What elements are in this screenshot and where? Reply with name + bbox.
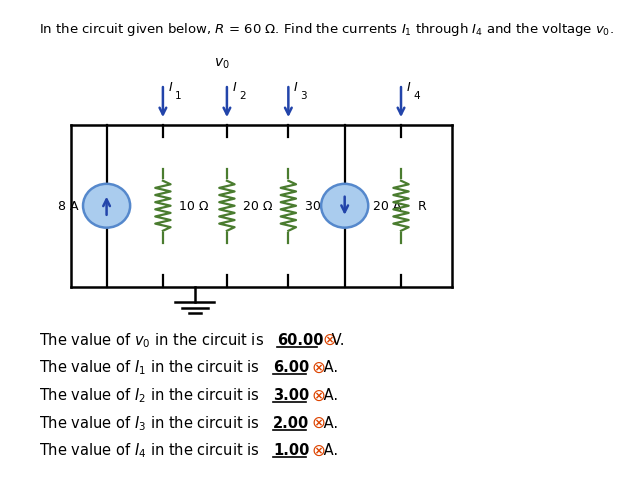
Text: ⊗: ⊗ (311, 358, 325, 376)
Text: ⊗: ⊗ (322, 331, 336, 348)
Text: A.: A. (319, 442, 338, 457)
Text: R: R (417, 200, 426, 213)
Text: A.: A. (319, 387, 338, 402)
Text: ⊗: ⊗ (311, 441, 325, 459)
Text: 2: 2 (239, 91, 246, 101)
Text: 3: 3 (301, 91, 307, 101)
Text: $I$: $I$ (406, 81, 411, 94)
Text: 8 A: 8 A (58, 200, 78, 213)
Circle shape (321, 184, 368, 228)
Text: 20 A: 20 A (373, 200, 401, 213)
Text: The value of $I_4$ in the circuit is: The value of $I_4$ in the circuit is (39, 440, 260, 459)
Text: $I$: $I$ (232, 81, 237, 94)
Text: ⊗: ⊗ (311, 386, 325, 404)
Text: 6.00: 6.00 (273, 360, 310, 375)
Text: ⊗: ⊗ (311, 413, 325, 431)
Text: 30 Ω: 30 Ω (305, 200, 335, 213)
Text: 4: 4 (413, 91, 420, 101)
Text: 3.00: 3.00 (273, 387, 310, 402)
Text: The value of $I_2$ in the circuit is: The value of $I_2$ in the circuit is (39, 385, 260, 404)
Text: 60.00: 60.00 (277, 332, 323, 347)
Text: $v_0$: $v_0$ (214, 56, 230, 71)
Text: 2.00: 2.00 (273, 415, 310, 430)
Text: The value of $v_0$ in the circuit is: The value of $v_0$ in the circuit is (39, 330, 265, 349)
Text: The value of $I_3$ in the circuit is: The value of $I_3$ in the circuit is (39, 413, 260, 432)
Circle shape (83, 184, 130, 228)
Text: In the circuit given below, $R$ = 60 $\Omega$. Find the currents $I_1$ through $: In the circuit given below, $R$ = 60 $\O… (39, 21, 614, 38)
Text: $I$: $I$ (293, 81, 299, 94)
Text: 1.00: 1.00 (273, 442, 310, 457)
Text: A.: A. (319, 360, 338, 375)
Text: 1: 1 (175, 91, 182, 101)
Text: A.: A. (319, 415, 338, 430)
Text: $I$: $I$ (168, 81, 174, 94)
Text: The value of $I_1$ in the circuit is: The value of $I_1$ in the circuit is (39, 358, 260, 377)
Text: 20 Ω: 20 Ω (244, 200, 273, 213)
Text: V.: V. (328, 332, 345, 347)
Text: 10 Ω: 10 Ω (179, 200, 209, 213)
